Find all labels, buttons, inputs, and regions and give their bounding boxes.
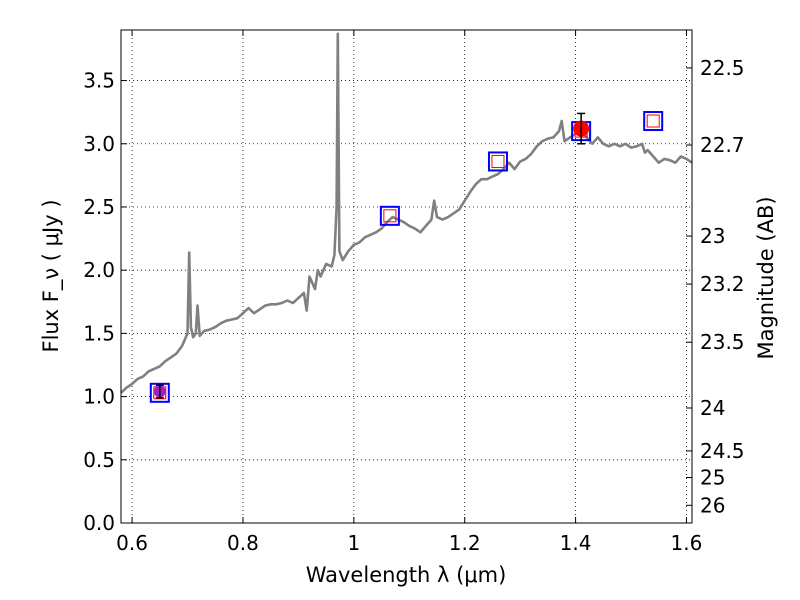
photometry-square bbox=[487, 151, 508, 172]
photometry-square-inner bbox=[646, 114, 660, 128]
x-tick-label: 1 bbox=[347, 531, 360, 555]
x-tick-label: 1.2 bbox=[449, 531, 481, 555]
photometry-square bbox=[149, 382, 170, 403]
right-axis: 22.5 22.7 23 23.2 23.5 24 24.525 26 bbox=[686, 56, 745, 517]
right-axis-label: Magnitude (AB) bbox=[754, 196, 778, 359]
x-tick-label: 0.8 bbox=[227, 531, 259, 555]
x-tick-label: 1.6 bbox=[671, 531, 703, 555]
grid-lines bbox=[121, 30, 692, 524]
y-tick-label: 1.0 bbox=[83, 385, 115, 409]
y-tick-label: 3.5 bbox=[83, 69, 115, 93]
y-axis-label: Flux F_ν ( μJy ) bbox=[39, 199, 64, 352]
photometry-square-inner bbox=[491, 154, 505, 168]
right-tick-label: 23 bbox=[700, 224, 725, 248]
plot-frame bbox=[120, 29, 693, 524]
right-tick-label: 23.5 bbox=[700, 330, 745, 354]
y-tick-label: 0.0 bbox=[83, 511, 115, 535]
x-axis-label: Wavelength λ (μm) bbox=[306, 563, 507, 587]
photometry-square-inner bbox=[383, 209, 397, 223]
photometry-square bbox=[643, 111, 664, 132]
x-axis: 0.6 0.8 1 1.2 1.4 1.6 bbox=[116, 30, 702, 555]
y-tick-label: 1.5 bbox=[83, 321, 115, 345]
photometry-square bbox=[379, 205, 400, 226]
right-tick-label: 24.5 bbox=[700, 439, 745, 463]
right-tick-label: 22.5 bbox=[700, 56, 745, 80]
right-tick-label: 24 bbox=[700, 396, 725, 420]
right-tick-label: 22.7 bbox=[700, 133, 745, 157]
y-tick-label: 2.5 bbox=[83, 195, 115, 219]
y-axis: 0.0 0.5 1.0 1.5 2.0 2.5 3.0 3.5 bbox=[83, 69, 127, 535]
x-tick-label: 1.4 bbox=[560, 531, 592, 555]
y-tick-label: 0.5 bbox=[83, 448, 115, 472]
right-tick-label: 26 bbox=[700, 493, 725, 517]
x-tick-label: 0.6 bbox=[116, 531, 148, 555]
right-tick-label: 25 bbox=[700, 465, 725, 489]
plot-area bbox=[120, 32, 693, 403]
spectrum-line bbox=[120, 32, 693, 394]
y-tick-label: 2.0 bbox=[83, 258, 115, 282]
y-tick-label: 3.0 bbox=[83, 132, 115, 156]
right-tick-label: 23.2 bbox=[700, 272, 745, 296]
